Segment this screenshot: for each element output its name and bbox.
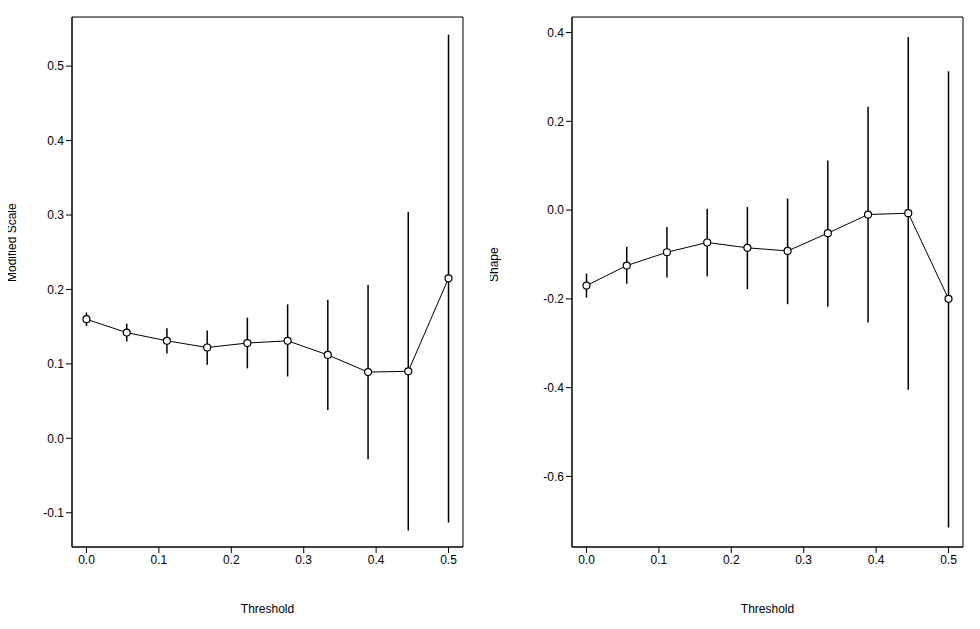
svg-text:0.4: 0.4	[547, 26, 564, 40]
svg-text:0.3: 0.3	[795, 553, 812, 567]
svg-text:0.2: 0.2	[47, 283, 64, 297]
svg-text:-0.4: -0.4	[543, 381, 564, 395]
svg-text:0.1: 0.1	[651, 553, 668, 567]
svg-text:0.3: 0.3	[295, 553, 312, 567]
svg-text:0.0: 0.0	[578, 553, 595, 567]
svg-text:0.5: 0.5	[440, 553, 457, 567]
svg-text:Shape: Shape	[490, 247, 501, 282]
svg-text:0.1: 0.1	[151, 553, 168, 567]
svg-text:0.2: 0.2	[547, 115, 564, 129]
svg-text:0.4: 0.4	[868, 553, 885, 567]
svg-text:0.5: 0.5	[940, 553, 957, 567]
svg-text:0.2: 0.2	[723, 553, 740, 567]
svg-text:0.5: 0.5	[47, 59, 64, 73]
svg-text:0.0: 0.0	[547, 203, 564, 217]
svg-text:0.1: 0.1	[47, 357, 64, 371]
svg-text:0.0: 0.0	[47, 432, 64, 446]
svg-text:0.4: 0.4	[368, 553, 385, 567]
svg-text:-0.1: -0.1	[43, 506, 64, 520]
svg-text:0.2: 0.2	[223, 553, 240, 567]
svg-text:Modified Scale: Modified Scale	[8, 203, 19, 282]
svg-text:Threshold: Threshold	[741, 602, 794, 616]
svg-text:-0.2: -0.2	[543, 292, 564, 306]
svg-text:Threshold: Threshold	[241, 602, 294, 616]
svg-text:0.3: 0.3	[47, 208, 64, 222]
svg-text:-0.6: -0.6	[543, 470, 564, 484]
svg-text:0.4: 0.4	[47, 134, 64, 148]
svg-text:0.0: 0.0	[78, 553, 95, 567]
